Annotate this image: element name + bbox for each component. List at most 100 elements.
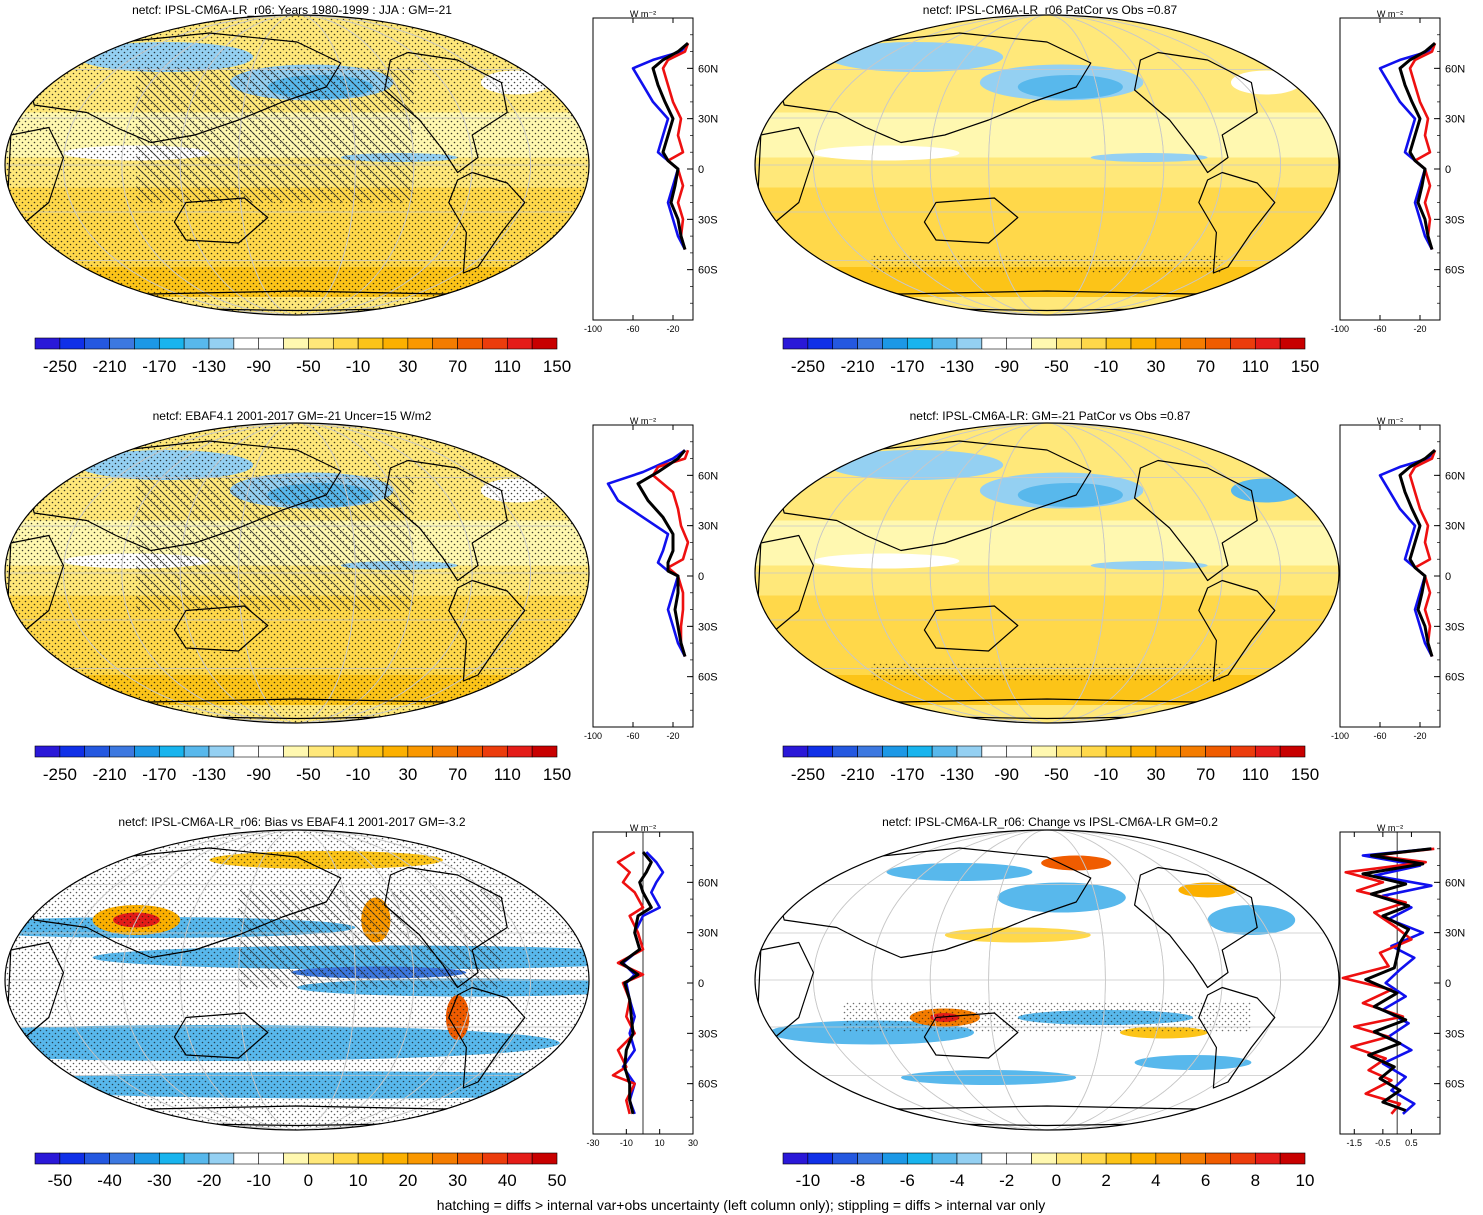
colorbar-0: -250 -210 -170 -130 -90 -50 -10 30 70 110 150 (34, 337, 571, 376)
profile-line-black (1361, 847, 1432, 1112)
colorbar-swatch (158, 337, 185, 350)
panel-title: netcf: EBAF4.1 2001-2017 GM=-21 Uncer=15… (153, 409, 432, 423)
colorbar-label: -250 (43, 357, 77, 376)
lat-tick-label: 0 (698, 164, 704, 176)
colorbar-swatch (84, 1152, 110, 1165)
lon-line-6 (929, 830, 1165, 1130)
coastline-1 (448, 171, 526, 274)
lat-tick-label: 60N (698, 877, 718, 889)
lat-tick-label: 0 (1445, 571, 1451, 583)
colorbar-swatch (931, 1152, 958, 1165)
colorbar-swatch (832, 337, 858, 350)
panel-4-title: netcf: IPSL-CM6A-LR_r06: Bias vs EBAF4.1… (118, 815, 465, 829)
colorbar-swatch (506, 337, 533, 350)
colorbar-swatch (357, 337, 384, 350)
colorbar-label: 150 (543, 357, 571, 376)
colorbar-swatch (782, 745, 809, 758)
map-border (754, 422, 1340, 724)
colorbar-label: 30 (1146, 357, 1165, 376)
x-tick-label: 0.5 (1405, 1138, 1418, 1148)
lon-line-8 (62, 15, 532, 315)
colorbar-swatch (208, 337, 235, 350)
profile-line-black (651, 42, 689, 250)
coastline-2 (1279, 434, 1334, 475)
colorbar-label: -10 (346, 765, 371, 784)
colorbar-swatch (832, 1152, 858, 1165)
profile-panel-1: 60N 30N 0 30S 60S -100 -60 -20 W m⁻² (1331, 9, 1465, 334)
profile-unit-label: W m⁻² (1377, 9, 1403, 19)
profile-panel-3: 60N 30N 0 30S 60S -100 -60 -20 W m⁻² (1331, 416, 1465, 741)
lat-tick-label: 60S (1445, 1079, 1465, 1091)
lat-tick-label: 30N (698, 928, 718, 940)
lat-tick-label: 30S (698, 1028, 718, 1040)
siberia-high (1041, 855, 1112, 871)
coastline-1 (1198, 986, 1276, 1089)
coastline-1 (448, 579, 526, 682)
colorbar-swatch (981, 745, 1008, 758)
panel-0-title: netcf: IPSL-CM6A-LR_r06: Years 1980-1999… (132, 3, 452, 17)
lon-line-7 (871, 830, 1223, 1130)
colorbar-label: 6 (1201, 1171, 1210, 1190)
lat-tick-label: 60N (1445, 877, 1465, 889)
stipple-overlay (842, 1002, 1252, 1033)
colorbar-swatch (308, 745, 334, 758)
colorbar-swatch (208, 1152, 235, 1165)
x-tick-label: -1.5 (1347, 1138, 1363, 1148)
colorbar-label: 8 (1251, 1171, 1260, 1190)
colorbar-swatch (183, 1152, 210, 1165)
map-field (755, 15, 1339, 315)
colorbar-swatch (906, 1152, 933, 1165)
lon-line-7 (871, 423, 1223, 723)
colorbar-swatch (782, 337, 809, 350)
colorbar-swatch (1205, 745, 1231, 758)
graticule (755, 830, 1339, 1130)
n-pacific-core (1017, 483, 1123, 507)
colorbar-swatch (233, 745, 260, 758)
colorbar-label: -210 (93, 765, 127, 784)
colorbar-swatch (1230, 745, 1256, 758)
coastline-3 (27, 847, 342, 959)
panel-title: netcf: IPSL-CM6A-LR_r06 PatCor vs Obs =0… (923, 3, 1178, 17)
colorbar-label: -170 (142, 765, 176, 784)
map-border (4, 422, 590, 724)
lon-line-6 (929, 15, 1165, 315)
colorbar-swatch (457, 1152, 483, 1165)
colorbar-swatch (382, 337, 409, 350)
lon-line-5 (238, 423, 356, 723)
colorbar-swatch (1180, 337, 1206, 350)
colorbar-swatch (258, 337, 284, 350)
colorbar-swatch (1056, 1152, 1082, 1165)
lon-line-6 (929, 423, 1165, 723)
tropical-indian (813, 145, 960, 161)
map-field (755, 830, 1339, 1130)
lat-tick-label: 60N (698, 470, 718, 482)
colorbar-swatch (1230, 1152, 1256, 1165)
colorbar-swatch (482, 1152, 508, 1165)
colorbar-swatch (258, 745, 284, 758)
lat-tick-label: 60N (1445, 63, 1465, 75)
lon-line-7 (121, 15, 473, 315)
map-panel-4 (4, 829, 590, 1131)
colorbar-label: 20 (398, 1171, 417, 1190)
colorbar-label: -210 (841, 765, 875, 784)
coastline-0 (384, 459, 508, 582)
lon-line-5 (238, 15, 356, 315)
lat-tick-label: 60N (1445, 470, 1465, 482)
profile-panel-4: 60N 30N 0 30S 60S -30 -10 10 30 W m⁻² (586, 823, 718, 1148)
lat-tick-label: 30N (1445, 928, 1465, 940)
coastline-0 (1133, 866, 1258, 989)
colorbar-swatch (1056, 745, 1082, 758)
coastline-5 (173, 605, 269, 652)
lon-line-8 (813, 830, 1282, 1130)
colorbar-label: -10 (246, 1171, 271, 1190)
colorbar-label: -210 (93, 357, 127, 376)
profile-unit-label: W m⁻² (1377, 823, 1403, 833)
profile-line-blue (1361, 847, 1433, 1115)
x-tick-label: -10 (620, 1138, 633, 1148)
colorbar-label: -210 (841, 357, 875, 376)
coastline-2 (1279, 26, 1334, 67)
coastline-0 (384, 51, 508, 174)
colorbar-swatch (158, 745, 185, 758)
lat-tick-label: 0 (1445, 164, 1451, 176)
